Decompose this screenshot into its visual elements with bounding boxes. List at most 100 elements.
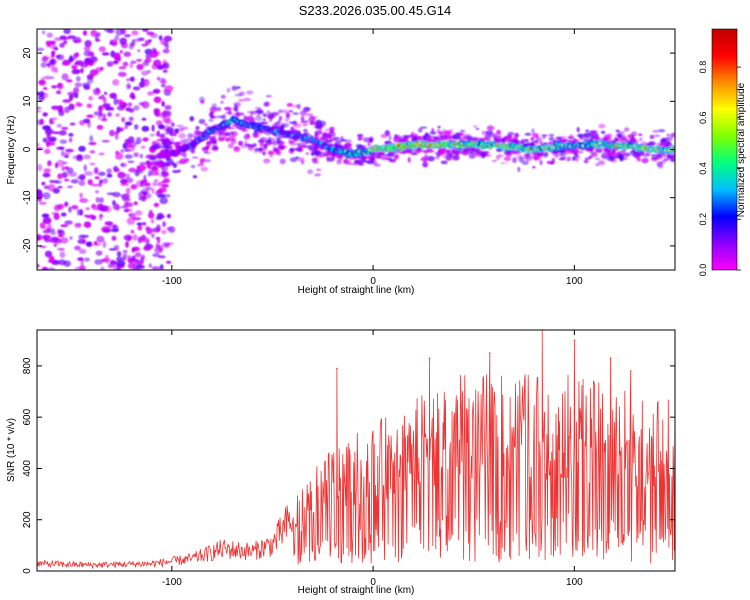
heatmap-cell-563 [64,201,69,207]
heatmap-cell-1824 [482,137,489,141]
snr-x-tick-label-0: 0 [370,577,376,588]
heatmap-cell-279 [87,179,93,186]
heatmap-cell-1629 [463,133,471,139]
heatmap-cell-1532 [213,145,219,150]
heatmap-cell-1411 [161,167,165,170]
heatmap-cell-1518 [654,134,660,138]
heatmap-cell-591 [127,255,132,261]
heatmap-cell-351 [132,86,141,91]
heatmap-cell-318 [166,213,171,219]
heatmap-cell-479 [86,241,91,247]
heatmap-cell-569 [46,32,53,38]
heatmap-cell-309 [153,59,162,67]
snr-y-tick-label-0: 0 [22,568,33,574]
heatmap-cell-1729 [363,137,371,143]
heatmap-cell-377 [130,229,135,234]
heatmap-cell-1923 [425,135,432,141]
heatmap-cell-9 [84,171,93,176]
heatmap-cell-130 [99,218,103,221]
heatmap-cell-87 [120,149,124,154]
heatmap-cell-1897 [420,156,429,162]
heatmap-cell-1791 [224,133,231,137]
heatmap-cell-1752 [649,134,655,140]
heatmap-cell-1166 [194,129,200,136]
heatmap-cell-625 [80,175,86,180]
spectrogram-heatmap [37,29,675,270]
heatmap-cell-370 [59,42,65,48]
heatmap-cell-1904 [189,116,195,122]
heatmap-cell-205 [147,173,152,177]
heatmap-cell-373 [80,259,84,267]
heatmap-cell-1844 [155,159,163,163]
heatmap-cell-1906 [624,127,630,132]
heatmap-cell-1324 [179,139,185,146]
heatmap-cell-496 [134,169,140,177]
heatmap-cell-415 [79,192,83,199]
heatmap-cell-473 [113,165,119,173]
heatmap-cell-299 [84,40,92,48]
heatmap-cell-603 [83,85,91,90]
heatmap-cell-452 [162,59,167,65]
heatmap-cell-1519 [262,151,266,156]
heatmap-cell-619 [78,180,86,187]
heatmap-cell-1479 [617,131,626,134]
heatmap-cell-1711 [206,141,213,145]
heatmap-cell-1826 [580,133,586,140]
heatmap-cell-427 [164,85,174,92]
heatmap-cell-1215 [206,151,212,155]
heatmap-cell-1798 [204,123,208,126]
heatmap-cell-716 [278,115,283,121]
heatmap-cell-1801 [342,159,347,165]
spectrogram-y-tick-label--10: -10 [22,190,33,205]
heatmap-cell-185 [98,171,106,176]
heatmap-cell-1535 [308,122,315,125]
heatmap-cell-394 [46,133,51,140]
heatmap-cell-1063 [514,132,520,138]
heatmap-cell-1742 [517,166,521,172]
heatmap-cell-137 [68,132,74,137]
heatmap-cell-286 [126,78,130,82]
heatmap-cell-256 [53,243,57,247]
heatmap-cell-390 [37,91,41,96]
heatmap-cell-763 [305,152,309,155]
heatmap-cell-549 [124,154,133,160]
heatmap-cell-1917 [560,139,569,142]
heatmap-cell-378 [140,256,145,264]
heatmap-cell-528 [99,179,103,185]
heatmap-cell-1522 [285,112,291,119]
heatmap-cell-1348 [167,128,171,133]
heatmap-cell-1153 [541,134,549,137]
heatmap-cell-1119 [329,126,335,132]
heatmap-cell-1572 [499,162,507,165]
heatmap-cell-1565 [171,169,178,174]
heatmap-cell-269 [134,38,141,43]
heatmap-cell-604 [127,136,135,144]
heatmap-cell-291 [42,30,46,35]
heatmap-cell-987 [316,168,322,172]
spectrogram-y-tick-label-10: 10 [22,95,33,107]
heatmap-cell-267 [76,155,84,162]
heatmap-cell-620 [75,101,81,107]
heatmap-cell-1133 [407,156,411,163]
heatmap-cell-354 [41,266,48,270]
heatmap-cell-559 [48,255,55,263]
heatmap-cell-428 [83,221,92,228]
heatmap-cell-247 [83,46,91,52]
heatmap-cell-668 [231,85,238,91]
heatmap-cell-1289 [498,153,504,158]
heatmap-cell-1207 [220,94,226,99]
heatmap-cell-772 [420,126,428,129]
heatmap-cell-537 [122,203,129,209]
heatmap-cell-1458 [234,93,243,97]
heatmap-cell-467 [120,105,125,109]
heatmap-cell-577 [56,123,63,128]
heatmap-cell-45 [119,50,123,54]
heatmap-cell-511 [151,187,155,194]
heatmap-cell-475 [132,266,140,270]
heatmap-cell-109 [83,164,88,172]
heatmap-cell-1870 [509,138,515,141]
heatmap-cell-2 [141,222,147,226]
heatmap-cell-1621 [234,104,238,109]
heatmap-cell-1891 [588,130,596,136]
